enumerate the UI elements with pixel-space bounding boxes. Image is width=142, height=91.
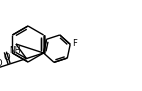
Text: F: F bbox=[72, 39, 77, 48]
Text: O: O bbox=[0, 59, 2, 68]
Text: O: O bbox=[3, 53, 10, 62]
Text: NH: NH bbox=[9, 47, 21, 56]
